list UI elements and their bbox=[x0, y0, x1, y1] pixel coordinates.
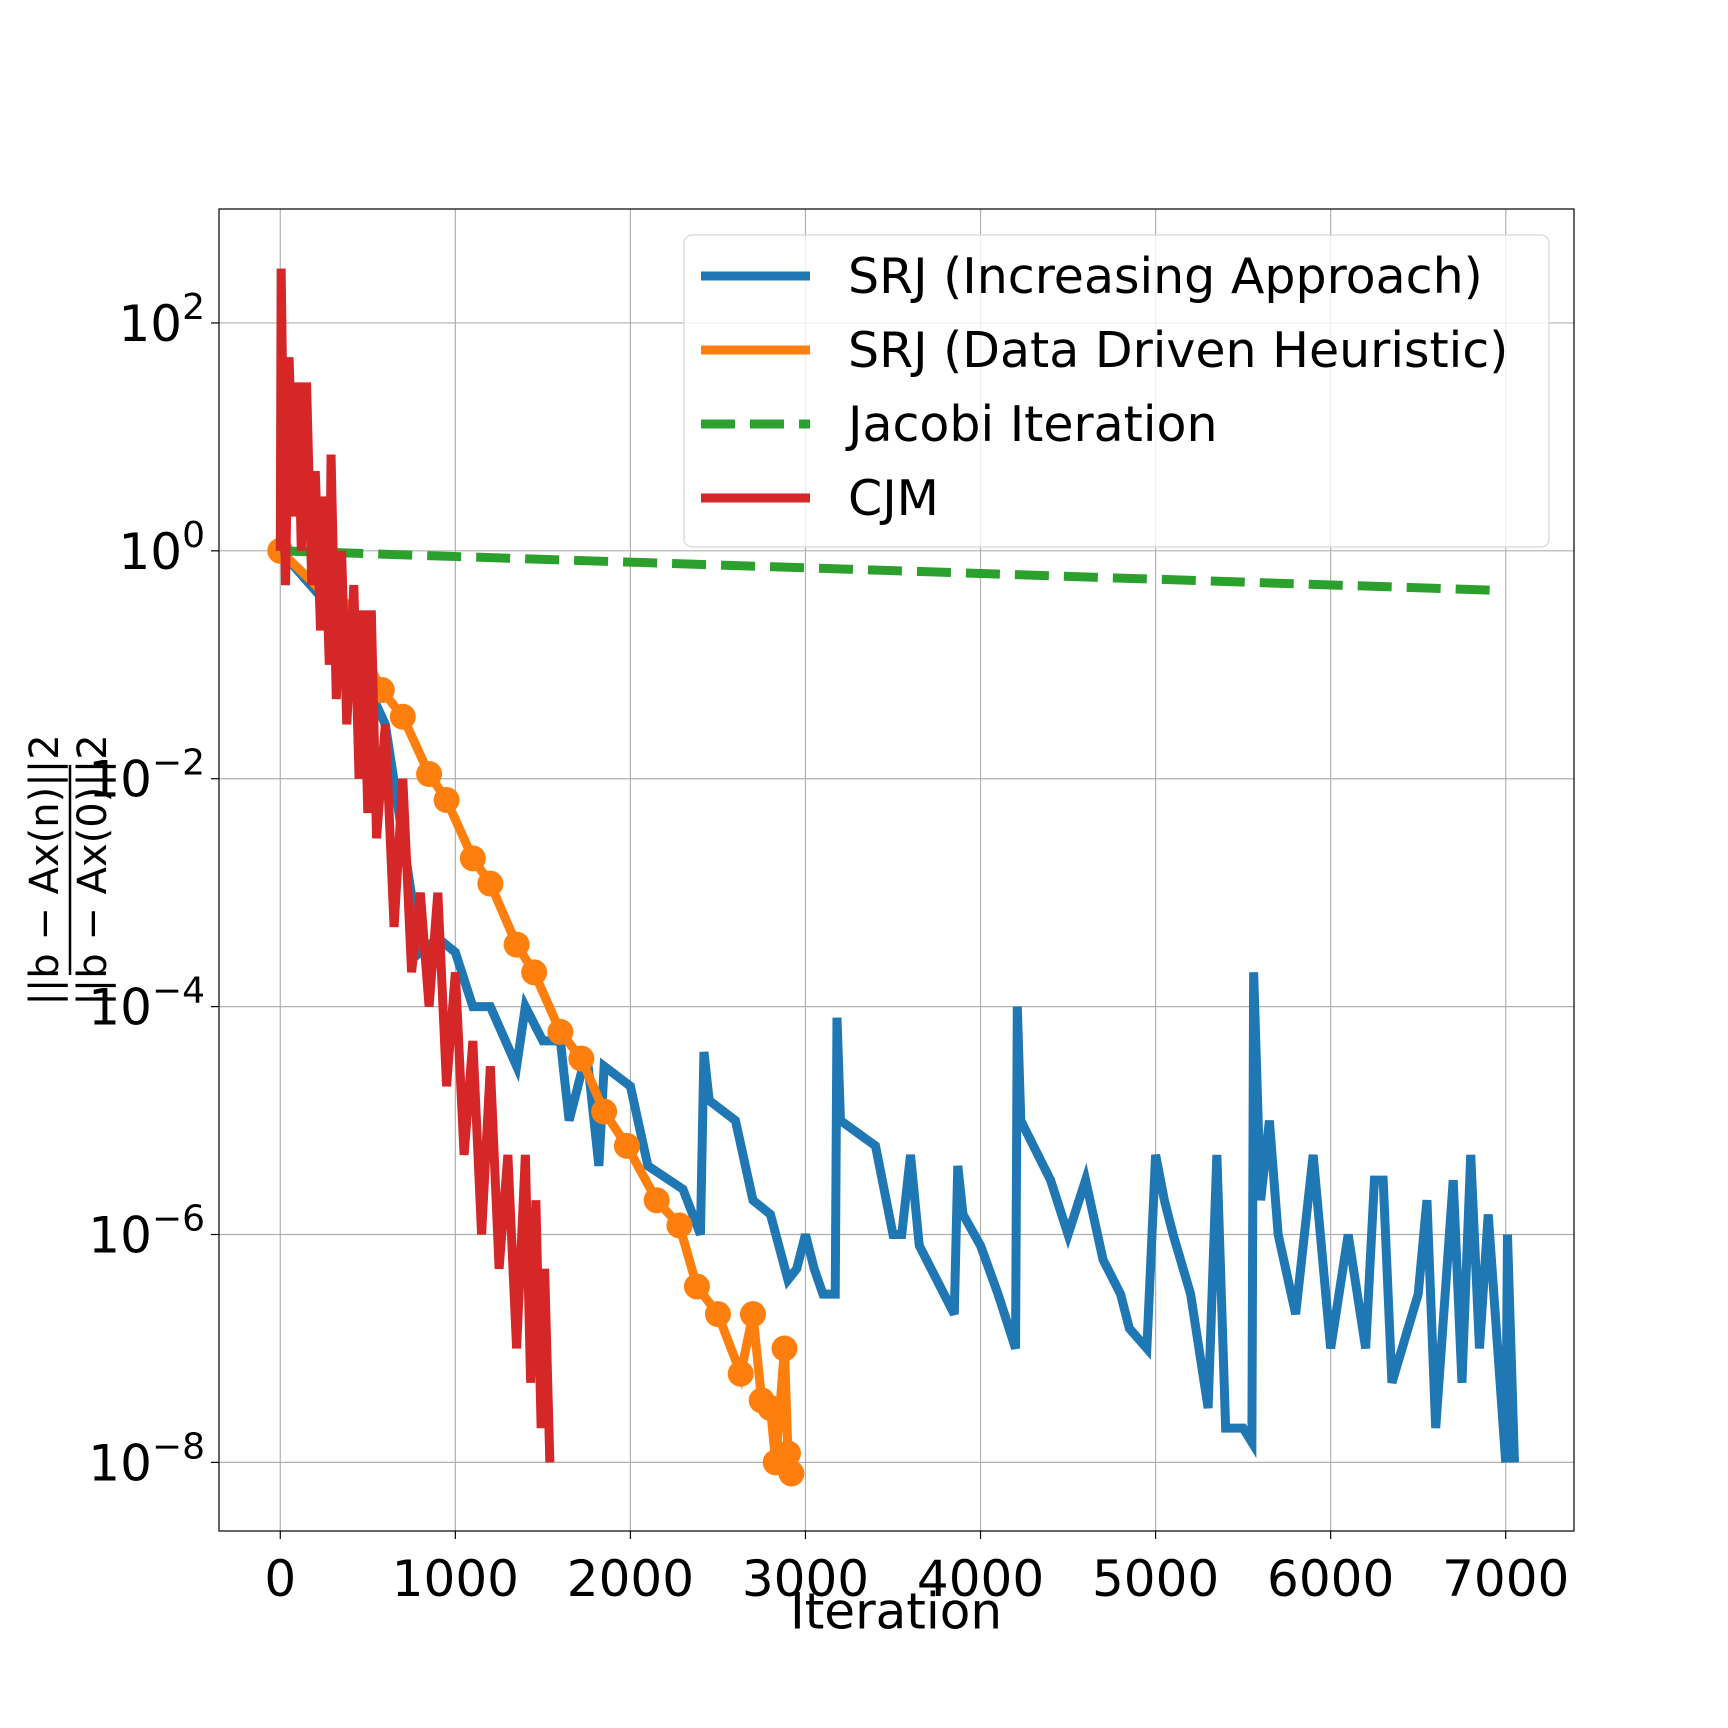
marker bbox=[666, 1212, 693, 1239]
x-tick-label: 4000 bbox=[917, 1550, 1044, 1608]
y-tick-label: 10−2 bbox=[88, 743, 205, 809]
y-tick-label: 10−6 bbox=[88, 1199, 205, 1265]
marker bbox=[459, 845, 486, 872]
legend: SRJ (Increasing Approach) SRJ (Data Drive… bbox=[683, 234, 1550, 548]
legend-label: CJM bbox=[848, 470, 939, 527]
y-tick-label: 10−8 bbox=[88, 1426, 205, 1492]
ticks: 0 1000 2000 3000 4000 5000 6000 7000 10−8 10−6 10−… bbox=[88, 287, 1569, 1608]
marker bbox=[739, 1301, 766, 1328]
marker bbox=[477, 870, 504, 897]
series-line bbox=[275, 268, 555, 1463]
marker bbox=[389, 703, 416, 730]
legend-label: SRJ (Data Driven Heuristic) bbox=[848, 322, 1508, 379]
marker bbox=[683, 1273, 710, 1300]
marker bbox=[416, 761, 443, 788]
y-tick-label: 10−4 bbox=[88, 971, 205, 1037]
x-tick-label: 5000 bbox=[1092, 1550, 1219, 1608]
marker bbox=[774, 1440, 801, 1467]
y-label-denominator: ||b − Ax(0)||2 bbox=[70, 734, 116, 1005]
x-axis-label: Iteration bbox=[790, 1583, 1002, 1641]
marker bbox=[521, 959, 548, 986]
y-label-numerator: ||b − Ax(n)||2 bbox=[22, 734, 68, 1005]
legend-box bbox=[683, 234, 1550, 548]
marker bbox=[757, 1395, 784, 1422]
x-tick-label: 2000 bbox=[567, 1550, 694, 1608]
y-tick-label: 102 bbox=[118, 287, 205, 353]
marker bbox=[568, 1045, 595, 1072]
plot-area bbox=[267, 268, 1519, 1487]
axes-frame bbox=[218, 208, 1575, 1532]
x-tick-label: 6000 bbox=[1267, 1550, 1394, 1608]
marker bbox=[727, 1360, 754, 1387]
marker bbox=[433, 787, 460, 814]
y-tick-label: 100 bbox=[118, 515, 205, 581]
legend-label: SRJ (Increasing Approach) bbox=[848, 248, 1483, 305]
marker bbox=[643, 1187, 670, 1214]
marker bbox=[547, 1018, 574, 1045]
marker bbox=[613, 1132, 640, 1159]
series-line bbox=[280, 546, 1498, 595]
x-tick-label: 7000 bbox=[1442, 1550, 1569, 1608]
x-tick-label: 3000 bbox=[742, 1550, 869, 1608]
marker bbox=[503, 931, 530, 958]
y-axis-label: ||b − Ax(n)||2 ||b − Ax(0)||2 bbox=[22, 734, 116, 1005]
x-tick-label: 0 bbox=[264, 1550, 296, 1608]
marker bbox=[778, 1460, 805, 1487]
marker bbox=[704, 1301, 731, 1328]
x-tick-label: 1000 bbox=[392, 1550, 519, 1608]
marker bbox=[771, 1335, 798, 1362]
legend-label: Jacobi Iteration bbox=[845, 396, 1218, 453]
marker bbox=[591, 1098, 618, 1125]
